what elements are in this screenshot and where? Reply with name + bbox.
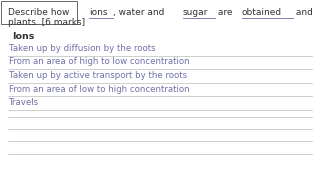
Text: Ions: Ions xyxy=(12,32,34,41)
Text: Taken up by diffusion by the roots: Taken up by diffusion by the roots xyxy=(9,44,156,53)
Text: From an area of low to high concentration: From an area of low to high concentratio… xyxy=(9,84,190,93)
Text: From an area of high to low concentration: From an area of high to low concentratio… xyxy=(9,57,190,66)
Text: sugar: sugar xyxy=(183,8,208,17)
Text: are: are xyxy=(215,8,236,17)
Text: Describe how: Describe how xyxy=(8,8,69,17)
Text: plants. [6 marks]: plants. [6 marks] xyxy=(8,18,85,27)
Text: Travels: Travels xyxy=(9,98,39,107)
Text: , water and: , water and xyxy=(113,8,167,17)
Text: ions: ions xyxy=(89,8,107,17)
Text: and: and xyxy=(293,8,316,17)
Text: Taken up by active transport by the roots: Taken up by active transport by the root… xyxy=(9,71,187,80)
Text: obtained: obtained xyxy=(242,8,282,17)
